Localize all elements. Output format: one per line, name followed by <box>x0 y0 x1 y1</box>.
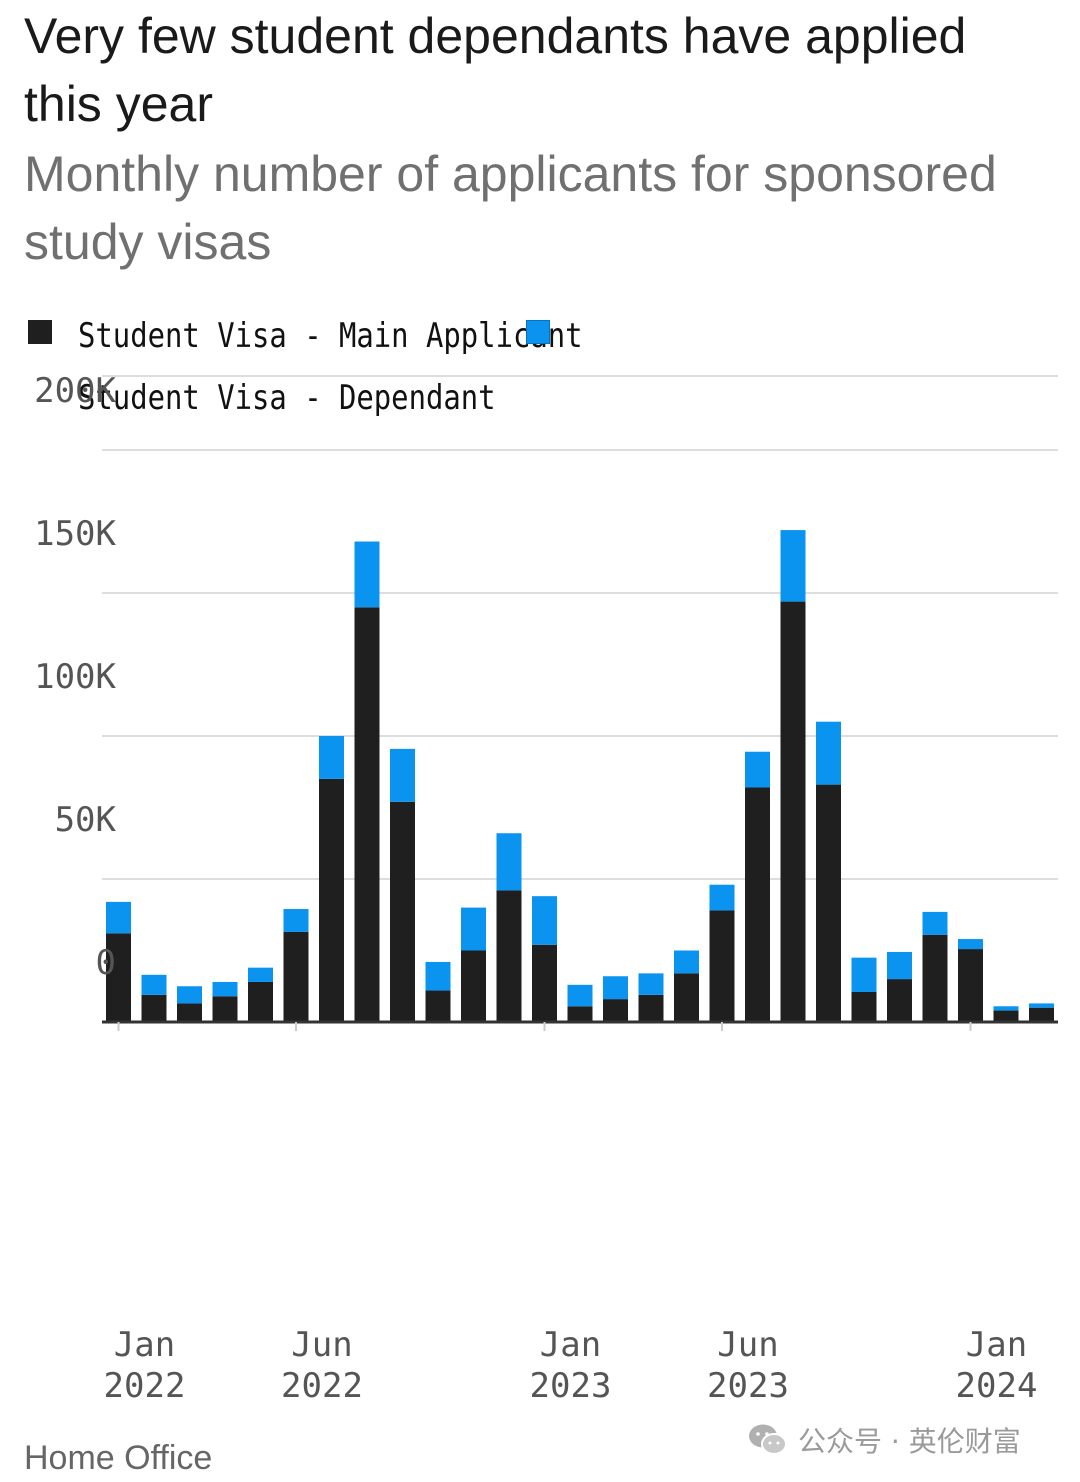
legend-label-dependant: Student Visa - Dependant <box>78 378 496 418</box>
y-tick-label: 50K <box>55 800 117 840</box>
bar-main-applicant <box>887 979 912 1022</box>
bar-dependant <box>958 939 983 950</box>
bar-main-applicant <box>567 1006 593 1022</box>
y-tick-label: 100K <box>34 657 116 697</box>
bar-main-applicant <box>638 994 664 1022</box>
bar-dependant <box>674 950 699 974</box>
bar-main-applicant <box>177 1003 202 1022</box>
bar-dependant <box>638 973 664 995</box>
x-tick-label-month: Jun <box>291 1325 352 1365</box>
x-tick-label-year: 2023 <box>707 1366 789 1406</box>
x-tick-label-year: 2024 <box>956 1366 1038 1406</box>
bar-main-applicant <box>709 910 735 1022</box>
chart-title: Very few student dependants have applied… <box>24 8 967 132</box>
bar-dependant <box>319 736 344 779</box>
legend-label-main: Student Visa - Main Applicant <box>78 316 583 356</box>
bar-main-applicant <box>1029 1007 1054 1022</box>
bar-main-applicant <box>958 949 983 1022</box>
bar-dependant <box>780 530 806 602</box>
bar-main-applicant <box>141 994 167 1022</box>
x-tick-label-year: 2023 <box>530 1366 612 1406</box>
bar-main-applicant <box>993 1010 1019 1022</box>
bar-dependant <box>532 896 557 945</box>
gridlines <box>102 375 1058 880</box>
bar-main-applicant <box>496 890 522 1022</box>
bar-main-applicant <box>354 607 380 1022</box>
watermark: 公众号 · 英伦财富 <box>748 1418 1021 1462</box>
bar-main-applicant <box>283 931 309 1022</box>
bar-dependant <box>461 907 486 951</box>
bar-main-applicant <box>106 933 131 1022</box>
y-axis-tick-labels: 200K 150K 100K 50K 0 <box>34 371 116 983</box>
wechat-icon <box>749 1424 787 1455</box>
source-credit: Home Office <box>24 1439 213 1477</box>
bar-dependant <box>851 957 877 992</box>
bar-main-applicant <box>745 787 770 1022</box>
bar-main-applicant <box>248 981 273 1022</box>
bar-dependant <box>390 748 415 802</box>
bar-dependant <box>567 984 593 1007</box>
bar-dependant <box>745 751 770 788</box>
bar-dependant <box>887 951 912 980</box>
x-tick-label-month: Jan <box>540 1325 601 1365</box>
bar-main-applicant <box>851 991 877 1022</box>
bar-main-applicant <box>425 990 451 1022</box>
legend-swatch-dependant <box>526 320 550 344</box>
bar-main-applicant <box>674 973 699 1022</box>
bar-main-applicant <box>780 601 806 1022</box>
y-tick-label: 0 <box>96 943 116 983</box>
bar-main-applicant <box>922 934 948 1022</box>
axes <box>102 1020 1058 1031</box>
bar-main-applicant <box>461 950 486 1022</box>
x-tick-label-month: Jan <box>966 1325 1027 1365</box>
bars <box>106 530 1054 1022</box>
chart-subtitle: Monthly number of applicants for sponsor… <box>24 146 997 270</box>
y-tick-label: 200K <box>34 371 116 411</box>
bar-main-applicant <box>212 996 238 1022</box>
bar-dependant <box>141 974 167 995</box>
bar-dependant <box>354 541 380 608</box>
bar-dependant <box>425 961 451 991</box>
bar-main-applicant <box>532 944 557 1022</box>
watermark-text: 公众号 · 英伦财富 <box>798 1425 1021 1458</box>
bar-main-applicant <box>319 778 344 1022</box>
legend-swatch-main <box>28 320 52 344</box>
bar-dependant <box>709 884 735 911</box>
bar-main-applicant <box>816 784 841 1022</box>
bar-dependant <box>1029 1003 1054 1008</box>
bar-dependant <box>993 1006 1019 1011</box>
bar-dependant <box>816 721 841 785</box>
legend: Student Visa - Main Applicant Student Vi… <box>0 0 1080 420</box>
bar-dependant <box>212 981 238 997</box>
bar-dependant <box>106 901 131 934</box>
bar-dependant <box>496 833 522 891</box>
bar-main-applicant <box>603 999 628 1022</box>
bar-main-applicant <box>390 801 415 1022</box>
bar-dependant <box>283 909 309 932</box>
bar-dependant <box>248 967 273 982</box>
x-tick-label-year: 2022 <box>104 1366 186 1406</box>
bar-dependant <box>177 986 202 1004</box>
x-tick-label-month: Jan <box>114 1325 175 1365</box>
x-tick-label-month: Jun <box>717 1325 778 1365</box>
bar-dependant <box>603 976 628 1000</box>
bar-dependant <box>922 911 948 935</box>
y-tick-label: 150K <box>34 514 116 554</box>
x-tick-label-year: 2022 <box>281 1366 363 1406</box>
